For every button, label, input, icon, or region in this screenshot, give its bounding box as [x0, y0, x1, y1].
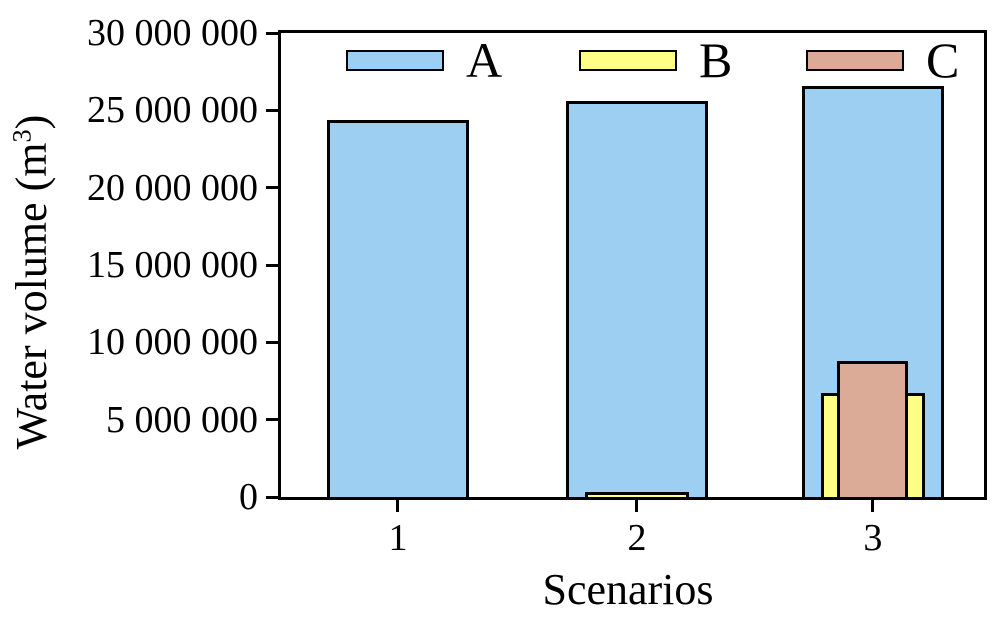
y-tick-mark: [266, 418, 278, 422]
legend-label-a: A: [466, 32, 503, 88]
legend-item-c: C: [806, 35, 959, 85]
y-tick-mark: [266, 186, 278, 190]
x-axis-title: Scenarios: [542, 565, 714, 614]
legend-swatch-b: [579, 49, 677, 71]
x-tick-label: 1: [388, 517, 408, 559]
legend-item-a: A: [346, 35, 502, 85]
plot-area: [278, 30, 987, 500]
x-tick-mark: [396, 500, 400, 512]
y-tick-label: 10 000 000: [87, 321, 258, 364]
y-tick-label: 5 000 000: [106, 398, 258, 441]
y-tick-mark: [266, 31, 278, 35]
bar-c-scenario-3: [837, 361, 909, 497]
x-tick-mark: [871, 500, 875, 512]
x-tick-mark: [635, 500, 639, 512]
y-tick-mark: [266, 108, 278, 112]
bar-a-scenario-1: [326, 120, 469, 497]
y-tick-mark: [266, 340, 278, 344]
y-tick-mark: [266, 495, 278, 499]
y-tick-label: 30 000 000: [87, 12, 258, 54]
legend-item-b: B: [579, 35, 732, 85]
legend-swatch-a: [346, 49, 444, 71]
y-tick-label: 25 000 000: [87, 89, 258, 132]
y-tick-label: 20 000 000: [87, 166, 258, 209]
y-tick-label: 0: [239, 476, 258, 518]
y-tick-mark: [266, 263, 278, 267]
legend-label-c: C: [926, 32, 960, 88]
bar-b-scenario-2: [584, 492, 689, 497]
legend-label-b: B: [699, 32, 733, 88]
y-tick-label: 15 000 000: [87, 244, 258, 286]
x-tick-label: 3: [863, 517, 883, 559]
legend-swatch-c: [806, 49, 904, 71]
x-tick-label: 2: [627, 517, 647, 559]
bar-a-scenario-2: [565, 101, 708, 497]
